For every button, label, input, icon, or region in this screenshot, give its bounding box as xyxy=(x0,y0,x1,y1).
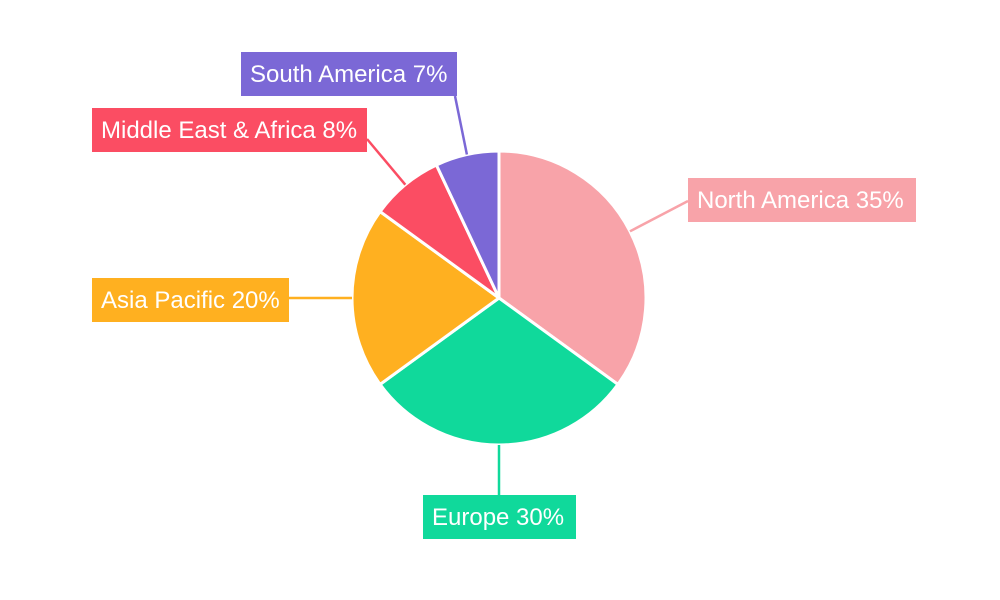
svg-text:Asia Pacific 20%: Asia Pacific 20% xyxy=(101,287,280,314)
svg-text:North America 35%: North America 35% xyxy=(697,187,904,214)
svg-text:Middle East & Africa 8%: Middle East & Africa 8% xyxy=(101,117,357,144)
svg-text:South America 7%: South America 7% xyxy=(250,61,447,88)
svg-text:Europe 30%: Europe 30% xyxy=(432,504,564,531)
